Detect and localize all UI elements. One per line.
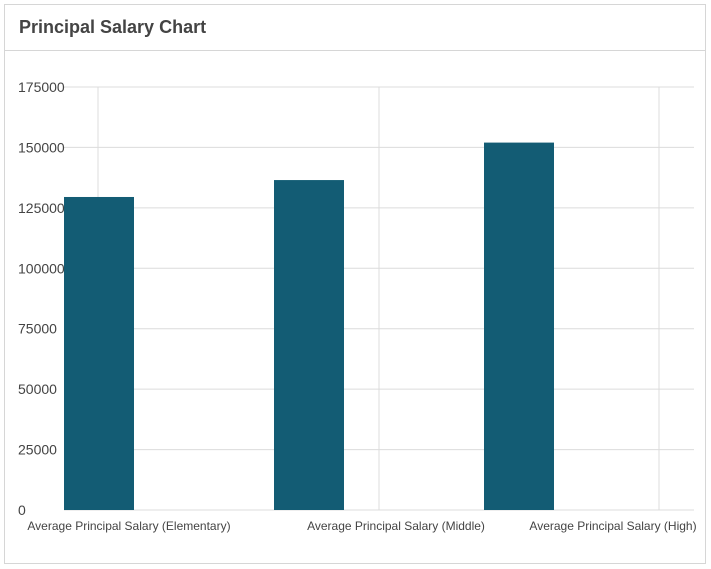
y-tick-label: 125000 — [18, 200, 65, 216]
y-tick-label: 150000 — [18, 139, 65, 155]
x-category-label: Average Principal Salary (High) — [529, 519, 696, 533]
y-axis-ticks: 0 25000 50000 75000 100000 125000 150000 175000 — [18, 79, 65, 518]
y-tick-label: 0 — [18, 502, 26, 518]
bar-layer — [64, 142, 554, 511]
bar — [64, 196, 134, 511]
grid-layer — [64, 86, 694, 511]
y-tick-label: 100000 — [18, 260, 65, 276]
y-tick-label: 25000 — [18, 442, 57, 458]
panel-header: Principal Salary Chart — [5, 5, 705, 51]
y-tick-label: 175000 — [18, 79, 65, 95]
bar — [484, 142, 554, 510]
x-axis-categories: Average Principal Salary (Elementary) Ave… — [27, 519, 696, 533]
x-category-label: Average Principal Salary (Middle) — [307, 519, 485, 533]
chart-title: Principal Salary Chart — [19, 17, 207, 37]
x-category-label: Average Principal Salary (Elementary) — [27, 519, 230, 533]
y-tick-label: 75000 — [18, 321, 57, 337]
y-tick-label: 50000 — [18, 381, 57, 397]
bar — [274, 180, 344, 510]
